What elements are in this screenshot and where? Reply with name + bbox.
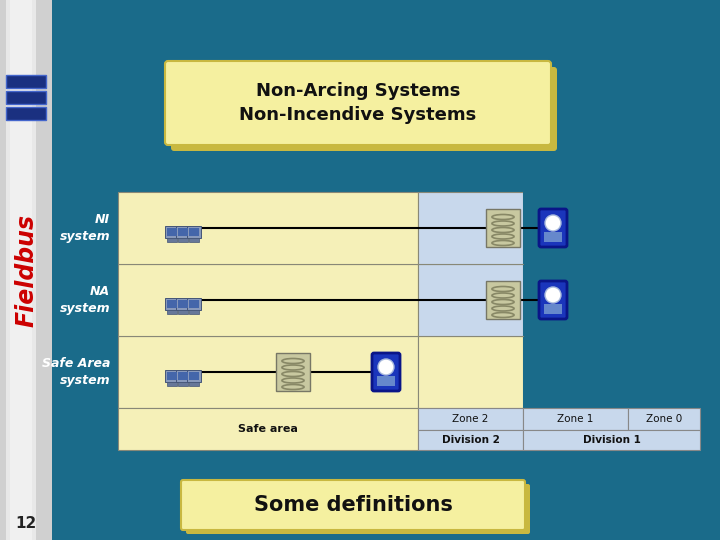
Text: NI
system: NI system — [59, 213, 110, 243]
Bar — [418, 336, 523, 408]
Bar — [118, 336, 418, 408]
Text: Safe Area
system: Safe Area system — [42, 357, 110, 387]
Bar — [165, 298, 179, 310]
Bar — [189, 300, 199, 308]
Bar — [6, 91, 46, 104]
Bar — [165, 370, 179, 382]
Bar — [189, 372, 199, 380]
Bar — [176, 226, 190, 238]
Bar — [178, 238, 188, 242]
Bar — [189, 382, 199, 386]
Bar — [418, 264, 523, 336]
Bar — [6, 0, 36, 540]
Bar — [276, 353, 310, 391]
Bar — [10, 0, 32, 540]
Text: Division 2: Division 2 — [441, 435, 500, 445]
Bar — [6, 75, 46, 88]
Bar — [178, 228, 188, 236]
Bar — [167, 382, 177, 386]
Bar — [544, 304, 562, 314]
Text: 12: 12 — [15, 516, 37, 531]
Bar — [178, 300, 188, 308]
Bar — [176, 370, 190, 382]
Text: Fieldbus: Fieldbus — [14, 213, 38, 327]
FancyBboxPatch shape — [171, 67, 557, 151]
Bar — [187, 226, 201, 238]
Text: Non-Arcing Systems
Non-Incendive Systems: Non-Arcing Systems Non-Incendive Systems — [239, 82, 477, 125]
Bar — [118, 192, 418, 264]
Bar — [178, 372, 188, 380]
Bar — [544, 232, 562, 242]
Bar — [523, 336, 700, 408]
Bar — [118, 408, 418, 450]
Bar — [418, 192, 523, 264]
Bar — [189, 310, 199, 314]
Bar — [189, 238, 199, 242]
Bar — [167, 310, 177, 314]
FancyBboxPatch shape — [539, 209, 567, 247]
Text: Zone 0: Zone 0 — [646, 414, 682, 424]
Text: Zone 2: Zone 2 — [452, 414, 489, 424]
Bar — [523, 408, 628, 430]
Bar — [523, 264, 700, 336]
Bar — [418, 430, 523, 450]
Bar — [0, 0, 52, 540]
FancyBboxPatch shape — [539, 281, 567, 319]
Bar — [189, 228, 199, 236]
Bar — [523, 192, 700, 264]
FancyBboxPatch shape — [186, 484, 530, 534]
Bar — [628, 408, 700, 430]
Bar — [6, 107, 46, 120]
FancyBboxPatch shape — [165, 61, 551, 145]
Bar — [418, 408, 523, 430]
Bar — [167, 372, 177, 380]
Bar — [486, 209, 520, 247]
Bar — [167, 300, 177, 308]
Text: Some definitions: Some definitions — [253, 495, 452, 515]
Bar — [167, 228, 177, 236]
Bar — [377, 376, 395, 386]
Text: Division 1: Division 1 — [582, 435, 640, 445]
Text: NA
system: NA system — [59, 285, 110, 315]
FancyBboxPatch shape — [181, 480, 525, 530]
Bar — [187, 370, 201, 382]
Text: Zone 1: Zone 1 — [557, 414, 594, 424]
Bar — [486, 281, 520, 319]
Bar — [187, 298, 201, 310]
Text: Safe area: Safe area — [238, 424, 298, 434]
Bar — [118, 264, 418, 336]
Circle shape — [545, 215, 561, 231]
Bar — [167, 238, 177, 242]
Bar — [178, 382, 188, 386]
Circle shape — [378, 359, 394, 375]
Bar — [176, 298, 190, 310]
FancyBboxPatch shape — [372, 353, 400, 391]
Bar — [178, 310, 188, 314]
Circle shape — [545, 287, 561, 303]
Bar — [165, 226, 179, 238]
Bar — [523, 430, 700, 450]
